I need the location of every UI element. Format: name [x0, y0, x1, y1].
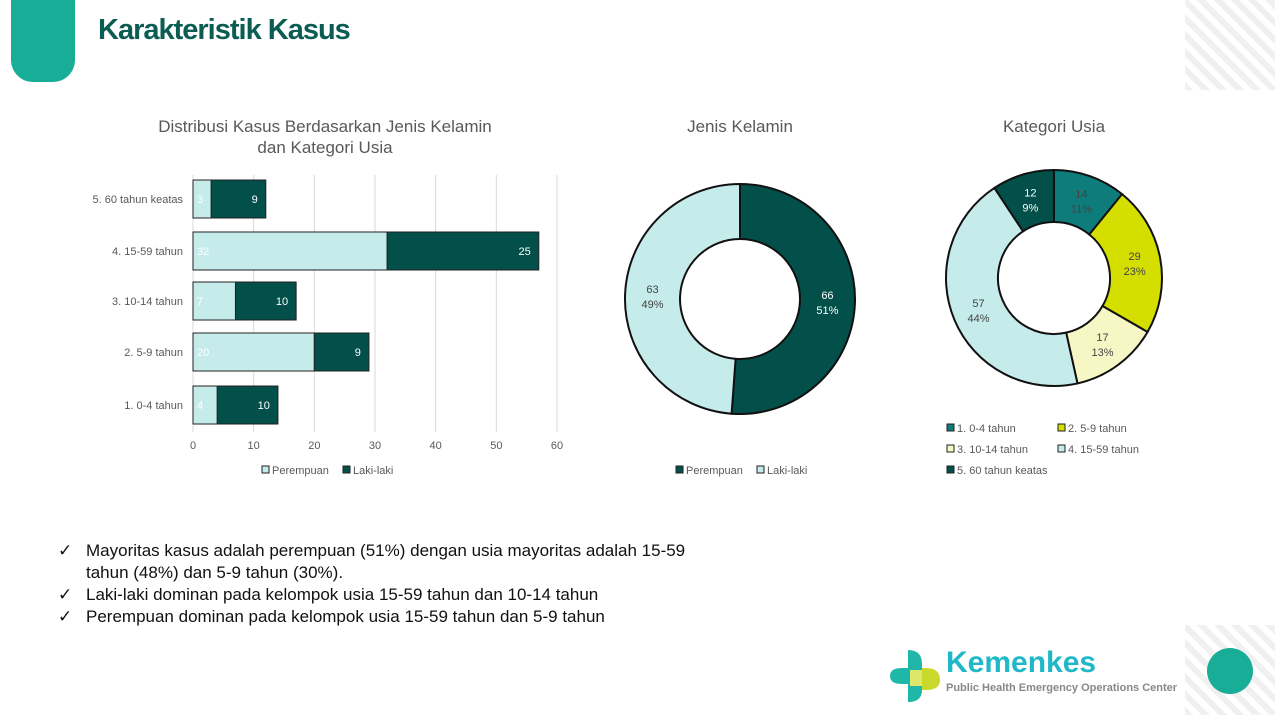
bar-data-label: 9 — [252, 194, 258, 206]
bar-data-label: 32 — [197, 246, 209, 258]
slice-value-label: 66 — [821, 290, 833, 302]
slice-percent-label: 13% — [1092, 347, 1114, 359]
legend-label: 1. 0-4 tahun — [957, 423, 1016, 435]
bullet-item: ✓ Laki-laki dominan pada kelompok usia 15… — [58, 585, 599, 604]
batik-ornament — [1185, 0, 1275, 90]
bar-laki-laki — [386, 231, 540, 271]
legend-label: 3. 10-14 tahun — [957, 444, 1028, 456]
legend-swatch — [675, 465, 684, 474]
donut-title: Jenis Kelamin — [687, 117, 793, 136]
x-tick-label: 10 — [248, 440, 260, 452]
bar-laki-laki — [313, 332, 370, 372]
y-tick-label: 1. 0-4 tahun — [124, 400, 183, 412]
bar-data-label: 10 — [276, 296, 288, 308]
slice-percent-label: 11% — [1071, 204, 1092, 216]
donut-slice — [624, 182, 741, 415]
bar-data-label: 4 — [197, 400, 203, 412]
bar-data-label: 7 — [197, 296, 203, 308]
donut-slice — [1087, 192, 1163, 334]
y-tick-label: 5. 60 tahun keatas — [92, 194, 183, 206]
legend-label: Laki-laki — [353, 465, 393, 477]
decorative-circle — [1207, 648, 1253, 694]
kemenkes-logo-icon — [890, 650, 940, 702]
legend-swatch — [756, 465, 765, 474]
page-title: Karakteristik Kasus — [98, 14, 351, 46]
slice-percent-label: 51% — [816, 305, 838, 317]
legend-label: Perempuan — [272, 465, 329, 477]
bar-data-label: 9 — [355, 347, 361, 359]
slice-percent-label: 9% — [1022, 202, 1038, 214]
bar-perempuan — [192, 231, 388, 271]
x-tick-label: 40 — [430, 440, 442, 452]
bar-data-label: 20 — [197, 347, 209, 359]
legend-label: 2. 5-9 tahun — [1068, 423, 1127, 435]
bar-laki-laki — [210, 179, 267, 219]
check-icon: ✓ — [58, 541, 73, 560]
legend-label: Perempuan — [686, 465, 743, 477]
bar-chart-title: Distribusi Kasus Berdasarkan Jenis Kelam… — [158, 117, 492, 136]
legend-swatch — [946, 465, 955, 474]
bar-data-label: 10 — [258, 400, 270, 412]
legend-swatch — [261, 465, 270, 474]
donut-slice — [730, 182, 856, 415]
check-icon: ✓ — [58, 585, 73, 604]
slice-value-label: 17 — [1096, 332, 1108, 344]
header-accent — [11, 0, 75, 82]
bar-perempuan — [192, 332, 315, 372]
bar-laki-laki — [234, 281, 297, 321]
slice-value-label: 63 — [646, 284, 658, 296]
bullet-list: ✓ Mayoritas kasus adalah perempuan (51%) … — [58, 540, 685, 628]
x-tick-label: 30 — [369, 440, 381, 452]
slice-value-label: 14 — [1075, 189, 1087, 201]
legend-swatch — [342, 465, 351, 474]
y-tick-label: 4. 15-59 tahun — [112, 246, 183, 258]
donut-title: Kategori Usia — [1003, 117, 1106, 136]
y-tick-label: 2. 5-9 tahun — [124, 347, 183, 359]
bar-perempuan — [192, 385, 218, 425]
y-tick-label: 3. 10-14 tahun — [112, 296, 183, 308]
legend-label: 4. 15-59 tahun — [1068, 444, 1139, 456]
bullet-item: ✓ Perempuan dominan pada kelompok usia 15… — [58, 607, 605, 626]
x-tick-label: 0 — [190, 440, 196, 452]
donut-slice — [993, 168, 1055, 233]
bullet-item: ✓ Mayoritas kasus adalah perempuan (51%) … — [58, 541, 686, 560]
x-tick-label: 20 — [308, 440, 320, 452]
bullet-item-continued: tahun (48%) dan 5-9 tahun (30%). — [86, 563, 344, 582]
check-icon: ✓ — [58, 607, 73, 626]
x-tick-label: 60 — [551, 440, 563, 452]
bar-data-label: 25 — [519, 246, 531, 258]
legend-swatch — [1057, 423, 1066, 432]
legend-swatch — [946, 423, 955, 432]
bar-laki-laki — [216, 385, 279, 425]
slice-percent-label: 23% — [1124, 266, 1146, 278]
logo-name: Kemenkes — [946, 646, 1097, 679]
bar-perempuan — [192, 281, 236, 321]
legend-swatch — [946, 444, 955, 453]
legend-label: Laki-laki — [767, 465, 807, 477]
slice-value-label: 57 — [972, 298, 984, 310]
legend-swatch — [1057, 444, 1066, 453]
slice-value-label: 29 — [1129, 251, 1141, 263]
slice-value-label: 12 — [1024, 187, 1036, 199]
legend-label: 5. 60 tahun keatas — [957, 465, 1048, 477]
slice-percent-label: 44% — [968, 313, 990, 325]
donut-slice — [945, 186, 1079, 387]
bar-data-label: 3 — [197, 194, 203, 206]
logo-subtitle: Public Health Emergency Operations Cente… — [946, 682, 1178, 694]
x-tick-label: 50 — [490, 440, 502, 452]
slice-percent-label: 49% — [642, 299, 664, 311]
bar-chart-title: dan Kategori Usia — [257, 138, 393, 157]
